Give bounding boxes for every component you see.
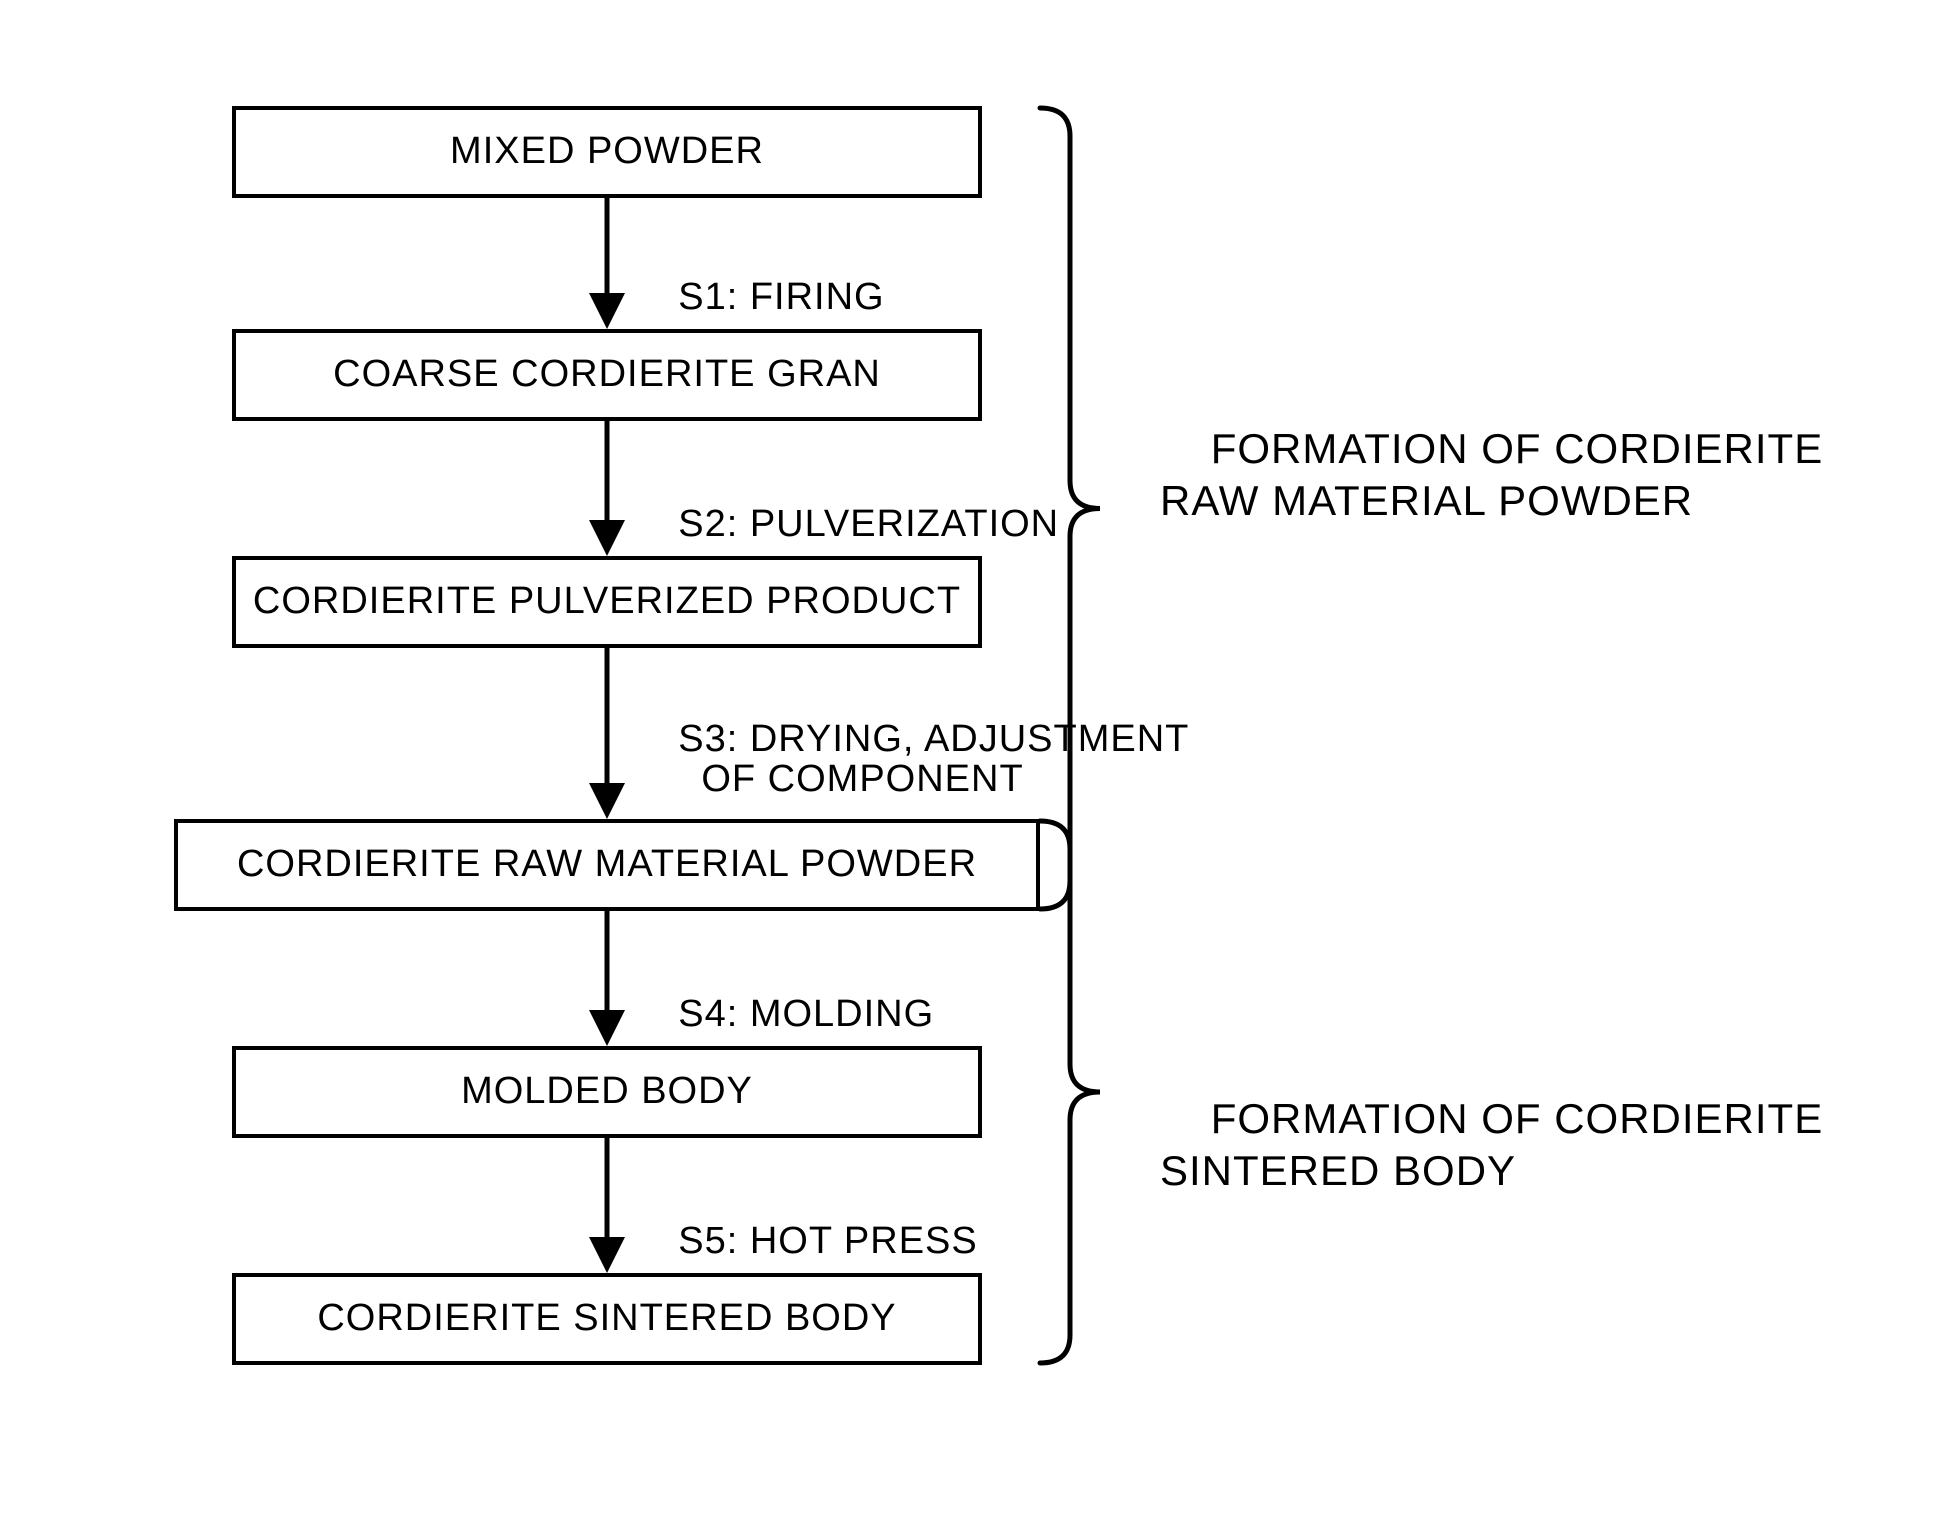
box-label: MIXED POWDER: [450, 131, 764, 173]
flowchart-canvas: MIXED POWDER COARSE CORDIERITE GRAN CORD…: [0, 0, 1956, 1519]
box-label: MOLDED BODY: [461, 1071, 753, 1113]
box-mixed-powder: MIXED POWDER: [232, 106, 982, 198]
step-label-s1: S1: FIRING: [632, 238, 885, 358]
box-label: CORDIERITE SINTERED BODY: [317, 1298, 896, 1340]
box-label: CORDIERITE PULVERIZED PRODUCT: [253, 581, 961, 623]
step-label-s5: S5: HOT PRESS: [632, 1182, 978, 1302]
box-label: COARSE CORDIERITE GRAN: [333, 354, 881, 396]
box-label: CORDIERITE RAW MATERIAL POWDER: [237, 844, 977, 886]
group-label-sintered-body: FORMATION OF CORDIERITE SINTERED BODY: [1160, 1040, 1823, 1250]
step-label-s2: S2: PULVERIZATION: [632, 465, 1059, 585]
group-label-raw-powder: FORMATION OF CORDIERITE RAW MATERIAL POW…: [1160, 370, 1823, 580]
step-label-s4: S4: MOLDING: [632, 955, 934, 1075]
step-label-s3: S3: DRYING, ADJUSTMENT OF COMPONENT: [632, 680, 1189, 840]
